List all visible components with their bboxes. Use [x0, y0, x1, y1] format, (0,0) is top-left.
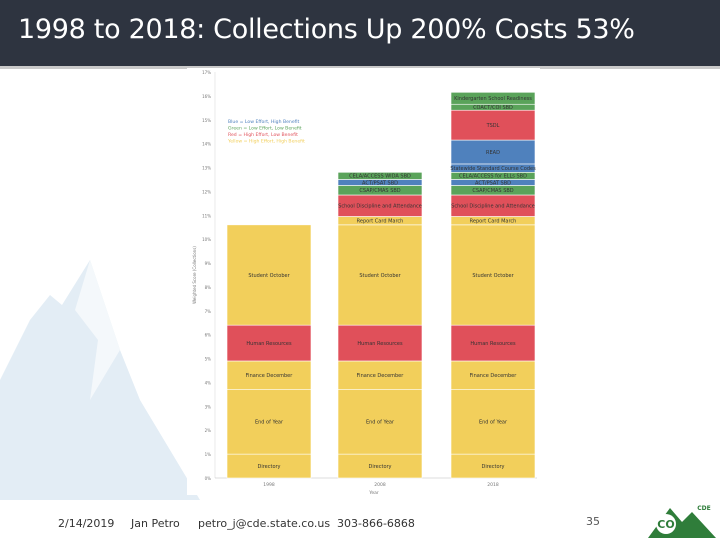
title-bar: 1998 to 2018: Collections Up 200% Costs …: [0, 0, 720, 66]
y-tick-label: 6%: [205, 333, 212, 338]
y-tick-label: 12%: [202, 189, 211, 194]
bar-segment: [337, 172, 423, 180]
bar-segment-label: Finance December: [246, 373, 294, 379]
bar-segment: [337, 324, 423, 362]
legend-entry: Blue = Low Effort, High Benefit: [228, 119, 300, 125]
bar-segment-label: School Discipline and Attendance: [338, 204, 422, 210]
y-tick-label: 5%: [205, 357, 212, 362]
bar-segment-label: Kindergarten School Readiness: [454, 96, 532, 102]
logo-text: CO: [657, 518, 674, 531]
bar-segment-label: Report Card March: [357, 218, 404, 224]
bar-segment-label: Finance December: [470, 373, 518, 379]
y-axis-label: Weighted Score (Collections): [192, 246, 197, 304]
bar-segment-label: End of Year: [255, 420, 284, 426]
stacked-bar-chart: 0% 1% 2% 3% 4% 5% 6% 7% 8% 9% 10% 11% 12% 13% 14% 15% 16…: [192, 70, 537, 495]
bar-segment: [450, 360, 536, 390]
bar-segment-label: Report Card March: [470, 218, 517, 224]
footer-presenter: Jan Petro: [131, 517, 180, 530]
bar-segment: [337, 224, 423, 326]
y-tick-label: 13%: [202, 166, 211, 171]
x-tick-label: 2008: [374, 482, 386, 488]
bar-segment: [450, 224, 536, 326]
bar-segment: [450, 109, 536, 141]
chart-panel: 0% 1% 2% 3% 4% 5% 6% 7% 8% 9% 10% 11% 12% 13% 14% 15% 16…: [187, 68, 540, 495]
footer-phone: 303-866-6868: [337, 517, 415, 530]
title-underline: [0, 66, 720, 69]
bar-segment: [226, 324, 312, 362]
bar-segment-label: School Discipline and Attendance: [451, 204, 535, 210]
footer-date: 2/14/2019: [58, 517, 115, 530]
bar-segment-label: CELA/ACCESS WIDA SBD: [349, 174, 411, 180]
bar-segment-label: TSDL: [486, 123, 500, 129]
y-tick-label: 10%: [202, 237, 211, 242]
footer-email: petro_j@cde.state.co.us: [198, 517, 331, 530]
bar-segment: [226, 224, 312, 326]
slide-title: 1998 to 2018: Collections Up 200% Costs …: [18, 14, 635, 45]
y-tick-label: 1%: [205, 452, 212, 457]
bar-segment-label: End of Year: [366, 420, 395, 426]
cde-logo: CO CDE: [648, 505, 716, 538]
bar-segment: [337, 389, 423, 455]
y-tick-label: 9%: [205, 261, 212, 266]
y-tick-label: 16%: [202, 94, 211, 99]
bar-segment-label: READ: [486, 150, 500, 156]
bar-segment-label: Finance December: [357, 373, 405, 379]
bar-segment-label: Human Resources: [246, 341, 292, 347]
y-tick-label: 3%: [205, 404, 212, 409]
bar-segment-label: Student October: [472, 273, 514, 279]
bar-segment-label: CSAP/CMAS SBD: [472, 188, 513, 194]
bar-segment: [226, 389, 312, 455]
mountain-watermark: [0, 260, 200, 500]
y-tick-label: 2%: [205, 428, 212, 433]
bar-segment-label: Student October: [248, 273, 290, 279]
bar-segment-label: CELA/ACCESS for ELLs SBD: [459, 174, 527, 180]
bar-segment-label: Directory: [368, 464, 391, 470]
legend-entry: Green = Low Effort, Low Benefit: [228, 126, 302, 132]
y-tick-label: 8%: [205, 285, 212, 290]
bar-segment-label: ACT/PSAT SBD: [362, 180, 398, 186]
bar-segment: [450, 389, 536, 455]
logo-small-text: CDE: [697, 505, 710, 512]
page-number: 35: [586, 515, 600, 528]
bar-segment-label: Statewide Standard Course Codes: [450, 166, 536, 172]
bar-segment-label: Human Resources: [470, 341, 516, 347]
y-tick-label: 7%: [205, 309, 212, 314]
bar-segment-label: ACT/PSAT SBD: [475, 180, 511, 186]
bar-segment-label: Human Resources: [357, 341, 403, 347]
y-tick-label: 14%: [202, 142, 211, 147]
legend-entry: Yellow = High Effort, High Benefit: [227, 139, 305, 145]
y-tick-label: 15%: [202, 118, 211, 123]
bar-segment-label: Directory: [481, 464, 504, 470]
y-tick-label: 0%: [205, 476, 212, 481]
y-tick-label: 11%: [202, 213, 211, 218]
legend-entry: Red = High Effort, Low Benefit: [228, 132, 298, 138]
bar-segment-label: Directory: [257, 464, 280, 470]
bar-segment: [450, 91, 536, 105]
x-axis-label: Year: [368, 490, 379, 495]
y-tick-label: 17%: [202, 70, 211, 75]
x-tick-label: 1998: [263, 482, 275, 488]
y-tick-label: 4%: [205, 380, 212, 385]
bar-segment-label: COACT/COI SBD: [473, 105, 513, 111]
bar-segment-label: CSAP/CMAS SBD: [359, 188, 400, 194]
bar-segment: [337, 360, 423, 390]
x-tick-label: 2018: [487, 482, 499, 488]
bar-segment-label: Student October: [359, 273, 401, 279]
bar-segment-label: End of Year: [479, 420, 508, 426]
